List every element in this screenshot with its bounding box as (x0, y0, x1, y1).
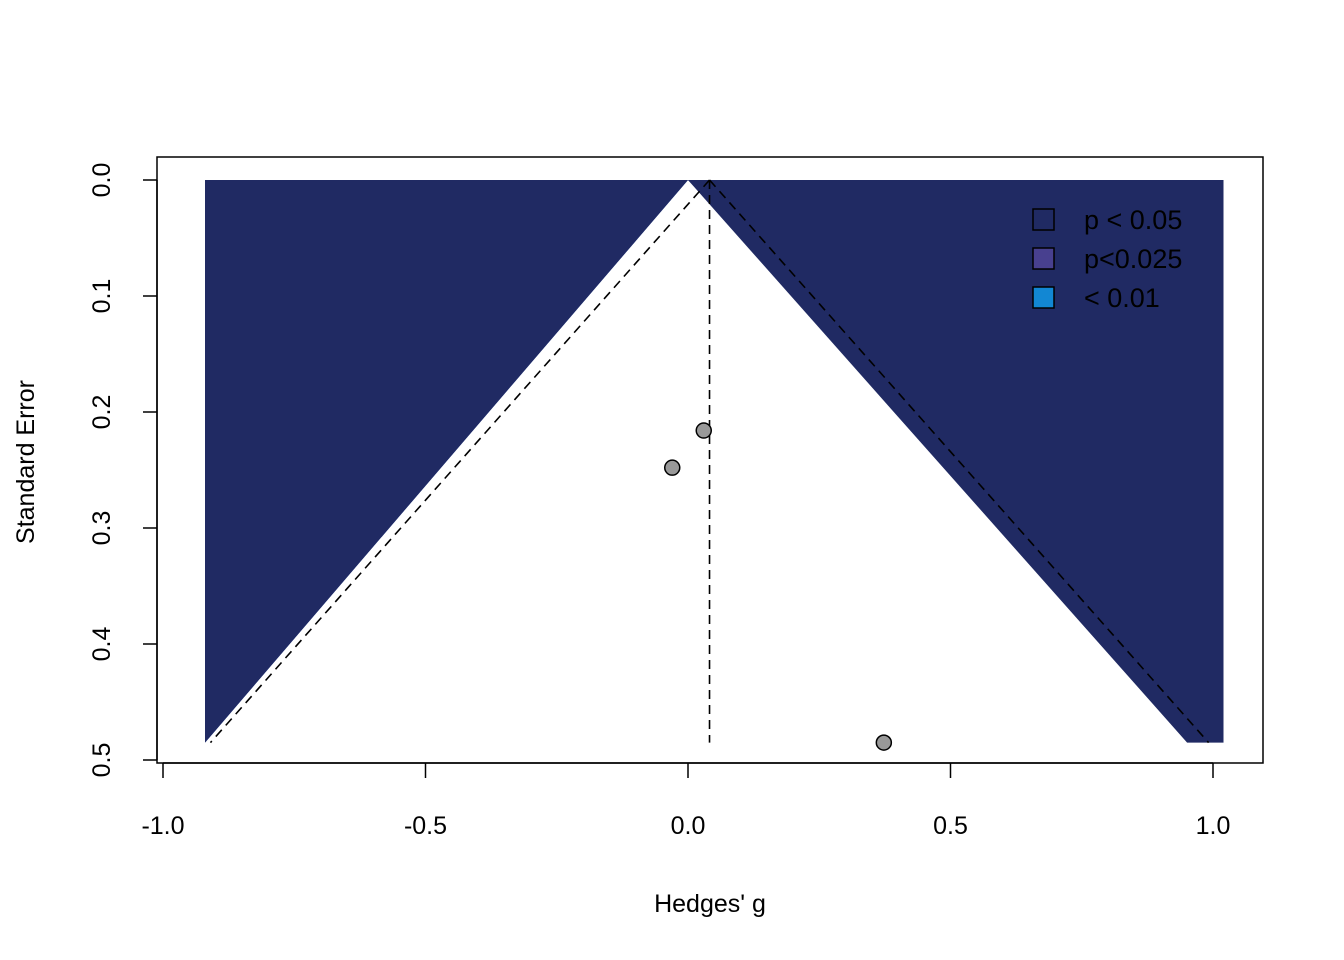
contour-left-2 (205, 180, 688, 743)
x-tick-label-4: 1.0 (1196, 812, 1231, 840)
y-tick-label-5: 0.5 (88, 743, 116, 778)
y-axis-title: Standard Error (12, 380, 40, 544)
x-tick-label-3: 0.5 (933, 812, 968, 840)
funnel-line-right (708, 179, 1210, 744)
legend-label-2: < 0.01 (1084, 283, 1160, 313)
significance-contours (205, 180, 1224, 743)
y-tick-label-3: 0.3 (88, 511, 116, 546)
study-points (664, 422, 893, 751)
x-tick-label-2: 0.0 (671, 812, 706, 840)
y-tick-label-4: 0.4 (88, 627, 116, 662)
legend-swatch-2 (1032, 286, 1055, 309)
legend: p < 0.05 p<0.025 < 0.01 (1032, 205, 1182, 313)
x-axis: -1.0 -0.5 0.0 0.5 1.0 (141, 762, 1231, 840)
funnel-lines (209, 179, 1210, 744)
x-tick-label-0: -1.0 (141, 812, 184, 840)
legend-label-0: p < 0.05 (1084, 205, 1182, 235)
y-axis: 0.0 0.1 0.2 0.3 0.4 0.5 (88, 163, 158, 778)
funnel-line-left (209, 179, 711, 744)
study-point-0 (695, 422, 712, 439)
contour-right-2 (688, 180, 1224, 743)
legend-swatch-0 (1032, 208, 1055, 231)
study-point-1 (664, 459, 681, 476)
y-tick-label-1: 0.1 (88, 279, 116, 314)
legend-swatch-1 (1032, 247, 1055, 270)
study-point-2 (875, 734, 893, 751)
y-tick-label-2: 0.2 (88, 395, 116, 430)
x-axis-title: Hedges' g (654, 890, 766, 918)
legend-label-1: p<0.025 (1084, 244, 1182, 274)
y-tick-label-0: 0.0 (88, 163, 116, 198)
x-tick-label-1: -0.5 (404, 812, 447, 840)
